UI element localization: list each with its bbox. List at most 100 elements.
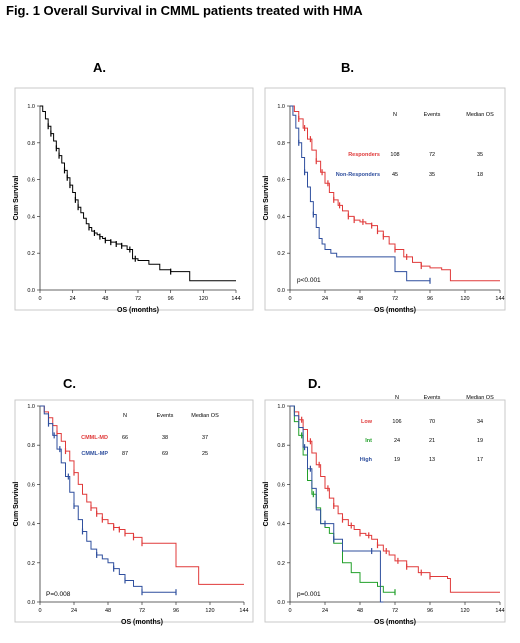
panel-d-x-axis-label: OS (months) — [374, 619, 416, 626]
panel-d-series-int-line — [290, 405, 395, 593]
panel-d-table-row-label: Low — [361, 419, 373, 425]
panel-d-x-tick-label: 144 — [495, 608, 504, 614]
panel-c-x-tick-label: 72 — [139, 608, 145, 614]
panel-c-y-tick-label: 0.4 — [27, 522, 35, 528]
panel-b-x-tick-label: 72 — [392, 296, 398, 302]
panel-d-table-header: Events — [424, 395, 441, 401]
panel-c-frame — [14, 399, 254, 623]
panel-c-y-tick-label: 0.6 — [27, 482, 35, 488]
panel-b-series-responders-line — [290, 105, 500, 282]
panel-c-table-cell: 87 — [122, 451, 128, 457]
panel-b-x-tick-label: 0 — [288, 296, 291, 302]
figure-title: Fig. 1 Overall Survival in CMML patients… — [6, 3, 363, 18]
panel-c-table-cell: 69 — [162, 451, 168, 457]
panel-b-x-tick-label: 24 — [322, 296, 328, 302]
panel-c-y-tick-label: 0.2 — [27, 561, 35, 567]
panel-b-table-cell: 108 — [390, 152, 399, 158]
panel-a-x-axis-label: OS (months) — [117, 307, 159, 314]
panel-c-y-tick-label: 1.0 — [27, 404, 35, 410]
panel-c-x-axis-label: OS (months) — [121, 619, 163, 626]
panel-b-frame — [264, 87, 506, 311]
panel-b-label: B. — [341, 60, 354, 75]
panel-d-table-cell: 19 — [394, 457, 400, 463]
panel-c-x-tick-label: 120 — [205, 608, 214, 614]
panel-b-table-cell: 35 — [477, 152, 483, 158]
panel-c-table-header: Median OS — [191, 413, 219, 419]
panel-b-pvalue: p<0.001 — [297, 277, 321, 284]
panel-c-table-row-label: CMML-MP — [81, 451, 108, 457]
panel-d-x-tick-label: 120 — [460, 608, 469, 614]
panel-d-x-tick-label: 48 — [357, 608, 363, 614]
panel-d-x-tick-label: 0 — [288, 608, 291, 614]
panel-a-x-tick-label: 72 — [135, 296, 141, 302]
panel-b-table-header: Median OS — [466, 112, 494, 118]
panel-b-y-tick-label: 0.6 — [277, 178, 285, 184]
panel-c-table-cell: 25 — [202, 451, 208, 457]
panel-b-table-cell: 35 — [429, 172, 435, 178]
panel-d-y-tick-label: 0.0 — [277, 600, 285, 606]
panel-d-y-tick-label: 1.0 — [277, 404, 285, 410]
panel-d-table-cell: 70 — [429, 419, 435, 425]
panel-b-table-header: N — [393, 112, 397, 118]
panel-c-table-row-label: CMML-MD — [81, 435, 108, 441]
panel-b-y-tick-label: 0.2 — [277, 251, 285, 257]
panel-d-pvalue: p=0.001 — [297, 591, 321, 598]
panel-c-x-tick-label: 0 — [38, 608, 41, 614]
panel-c-x-tick-label: 24 — [71, 608, 77, 614]
panel-c-x-tick-label: 96 — [173, 608, 179, 614]
panel-d-x-tick-label: 96 — [427, 608, 433, 614]
panel-c-y-axis-label: Cum Survival — [13, 482, 20, 527]
panel-b-x-tick-label: 96 — [427, 296, 433, 302]
panel-c-table-header: N — [123, 413, 127, 419]
panel-b-y-axis-label: Cum Survival — [263, 176, 270, 221]
panel-d-y-tick-label: 0.4 — [277, 522, 285, 528]
panel-a-x-tick-label: 48 — [102, 296, 108, 302]
panel-c-label: C. — [63, 376, 76, 391]
panel-d-table-cell: 34 — [477, 419, 483, 425]
panel-c-table-cell: 38 — [162, 435, 168, 441]
panel-a-x-tick-label: 144 — [231, 296, 240, 302]
panel-d-table-header: N — [395, 395, 399, 401]
panel-a-y-tick-label: 0.2 — [27, 251, 35, 257]
panel-c-y-tick-label: 0.8 — [27, 443, 35, 449]
panel-b-table-row-label: Non-Responders — [336, 172, 380, 178]
panel-b-x-tick-label: 120 — [460, 296, 469, 302]
panel-d-table-header: Median OS — [466, 395, 494, 401]
panel-d-table-cell: 21 — [429, 438, 435, 444]
panel-b-table-header: Events — [424, 112, 441, 118]
panel-a-label: A. — [93, 60, 106, 75]
panel-c-x-tick-label: 48 — [105, 608, 111, 614]
panel-a-y-tick-label: 0.4 — [27, 214, 35, 220]
panel-a-y-tick-label: 0.0 — [27, 288, 35, 294]
panel-b-table-cell: 72 — [429, 152, 435, 158]
panel-b-y-tick-label: 0.4 — [277, 214, 285, 220]
panel-c-pvalue: P=0.008 — [46, 591, 71, 598]
panel-d-table-row-label: High — [360, 457, 373, 463]
panel-b-series-non-responders-line — [290, 105, 430, 282]
panel-d-table-cell: 17 — [477, 457, 483, 463]
panel-d-y-tick-label: 0.2 — [277, 561, 285, 567]
panel-d-x-tick-label: 24 — [322, 608, 328, 614]
panel-c-series-cmml-md-line — [40, 405, 244, 585]
panel-d-series-low-line — [290, 405, 500, 593]
panel-c-table-cell: 66 — [122, 435, 128, 441]
panel-d-y-tick-label: 0.8 — [277, 443, 285, 449]
panel-d-table-cell: 106 — [392, 419, 401, 425]
panel-d-label: D. — [308, 376, 321, 391]
panel-a-x-tick-label: 96 — [168, 296, 174, 302]
panel-d-frame — [264, 399, 506, 623]
panel-c-y-tick-label: 0.0 — [27, 600, 35, 606]
panel-b-x-tick-label: 144 — [495, 296, 504, 302]
panel-a-y-tick-label: 0.8 — [27, 141, 35, 147]
panel-b-y-tick-label: 1.0 — [277, 104, 285, 110]
panel-d-table-row-label: Int — [365, 438, 372, 444]
panel-c-table-cell: 37 — [202, 435, 208, 441]
panel-b-table-cell: 18 — [477, 172, 483, 178]
panel-a-x-tick-label: 120 — [199, 296, 208, 302]
panel-a-y-tick-label: 0.6 — [27, 178, 35, 184]
panel-b-x-axis-label: OS (months) — [374, 307, 416, 314]
panel-d-y-tick-label: 0.6 — [277, 482, 285, 488]
panel-a-y-tick-label: 1.0 — [27, 104, 35, 110]
panel-d-y-axis-label: Cum Survival — [263, 482, 270, 527]
